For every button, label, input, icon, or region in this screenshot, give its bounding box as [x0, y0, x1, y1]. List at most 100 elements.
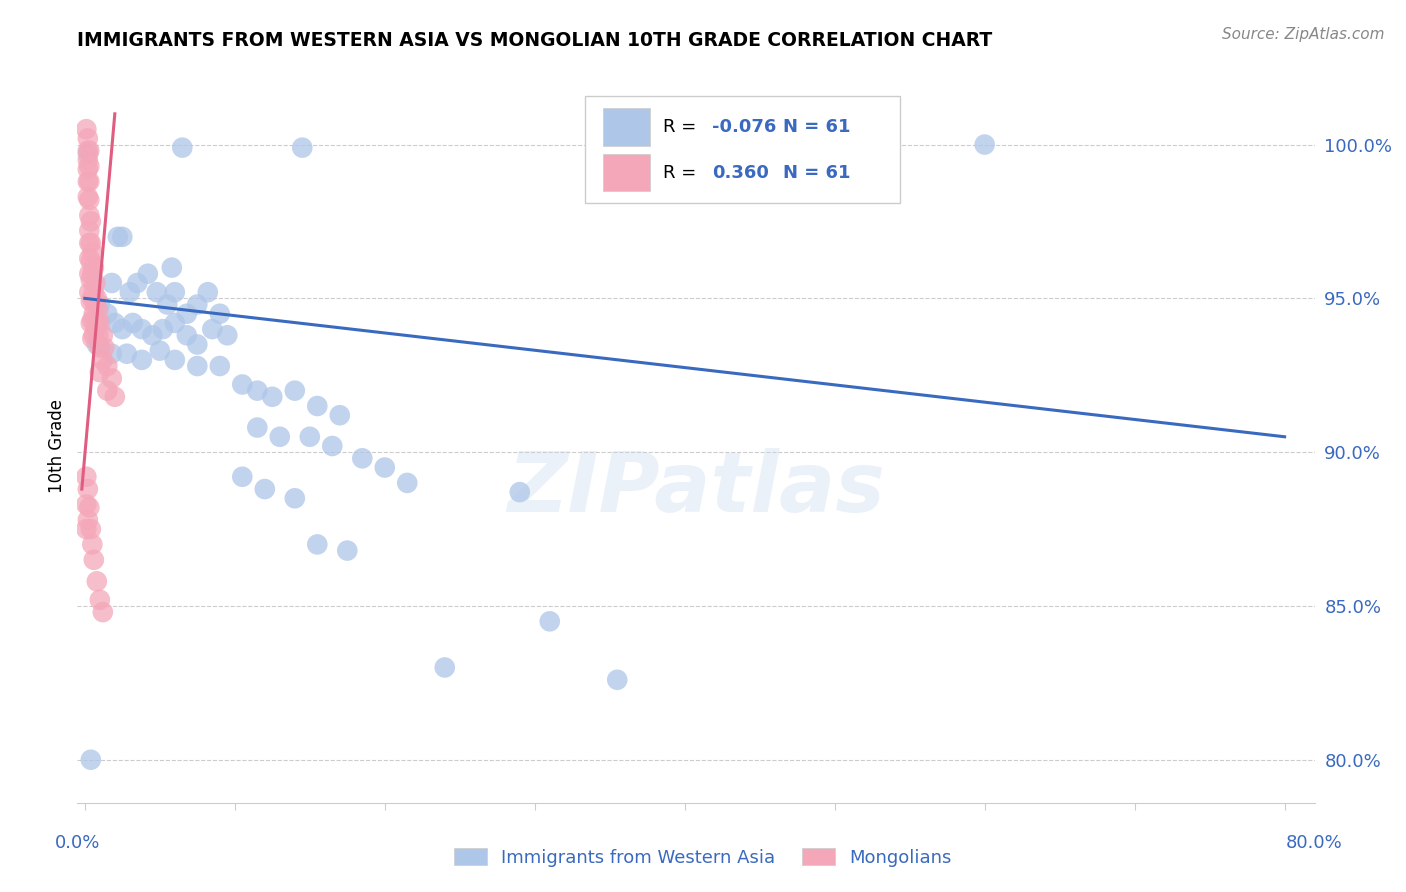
Point	[538, 615, 561, 629]
Point	[76, 190, 98, 204]
Point	[284, 384, 307, 398]
Point	[76, 174, 98, 188]
Point	[75, 498, 97, 512]
Point	[80, 522, 103, 536]
Point	[186, 337, 208, 351]
Text: Source: ZipAtlas.com: Source: ZipAtlas.com	[1222, 27, 1385, 42]
Point	[83, 307, 105, 321]
Text: 0.0%: 0.0%	[55, 834, 100, 852]
Point	[149, 343, 172, 358]
Point	[76, 482, 98, 496]
Point	[118, 285, 141, 300]
Point	[87, 328, 110, 343]
Point	[104, 316, 127, 330]
Point	[321, 439, 343, 453]
Point	[253, 482, 276, 496]
Point	[79, 193, 101, 207]
Point	[246, 384, 269, 398]
Point	[231, 469, 253, 483]
Point	[163, 352, 186, 367]
Point	[89, 316, 111, 330]
Point	[91, 352, 114, 367]
Point	[76, 513, 98, 527]
Point	[91, 328, 114, 343]
Point	[83, 285, 105, 300]
Point	[101, 371, 124, 385]
Point	[197, 285, 219, 300]
Point	[127, 276, 149, 290]
Point	[79, 285, 101, 300]
Point	[89, 297, 111, 311]
Point	[96, 359, 118, 373]
Point	[80, 214, 103, 228]
Point	[76, 153, 98, 167]
Text: ZIPatlas: ZIPatlas	[508, 449, 884, 529]
Point	[107, 230, 129, 244]
Point	[79, 235, 101, 250]
Point	[96, 307, 118, 321]
Point	[284, 491, 307, 506]
Text: R =: R =	[662, 164, 702, 182]
Point	[136, 267, 159, 281]
Point	[973, 137, 995, 152]
Point	[75, 122, 97, 136]
Point	[79, 224, 101, 238]
Point	[172, 141, 194, 155]
Point	[152, 322, 174, 336]
Point	[89, 341, 111, 355]
FancyBboxPatch shape	[585, 96, 900, 203]
Point	[336, 543, 359, 558]
Point	[87, 303, 110, 318]
Point	[396, 475, 419, 490]
Point	[86, 316, 108, 330]
Point	[131, 352, 153, 367]
Point	[91, 605, 114, 619]
Point	[121, 316, 143, 330]
Point	[208, 359, 231, 373]
Point	[307, 537, 329, 551]
Point	[79, 159, 101, 173]
Point	[80, 273, 103, 287]
Text: IMMIGRANTS FROM WESTERN ASIA VS MONGOLIAN 10TH GRADE CORRELATION CHART: IMMIGRANTS FROM WESTERN ASIA VS MONGOLIA…	[77, 31, 993, 50]
Point	[269, 430, 291, 444]
Point	[75, 469, 97, 483]
Point	[93, 341, 115, 355]
Point	[86, 291, 108, 305]
Point	[89, 592, 111, 607]
Point	[76, 131, 98, 145]
Point	[79, 267, 101, 281]
Text: R =: R =	[662, 118, 702, 136]
Point	[76, 146, 98, 161]
Point	[96, 384, 118, 398]
Point	[82, 245, 104, 260]
Point	[80, 235, 103, 250]
Point	[141, 328, 163, 343]
Point	[79, 252, 101, 266]
Point	[231, 377, 253, 392]
Point	[84, 322, 107, 336]
Point	[208, 307, 231, 321]
Point	[89, 365, 111, 379]
Point	[115, 347, 138, 361]
Point	[101, 347, 124, 361]
Point	[217, 328, 239, 343]
Point	[374, 460, 396, 475]
Point	[163, 316, 186, 330]
FancyBboxPatch shape	[603, 154, 650, 191]
Point	[160, 260, 183, 275]
Point	[104, 390, 127, 404]
Point	[86, 574, 108, 589]
Point	[79, 500, 101, 515]
Point	[79, 144, 101, 158]
Point	[80, 753, 103, 767]
Text: -0.076: -0.076	[711, 118, 776, 136]
Text: 0.360: 0.360	[711, 164, 769, 182]
Text: N = 61: N = 61	[783, 164, 851, 182]
Point	[111, 322, 134, 336]
Point	[329, 409, 352, 423]
Point	[84, 276, 107, 290]
FancyBboxPatch shape	[603, 109, 650, 145]
Point	[509, 485, 531, 500]
Point	[80, 294, 103, 309]
Point	[298, 430, 321, 444]
